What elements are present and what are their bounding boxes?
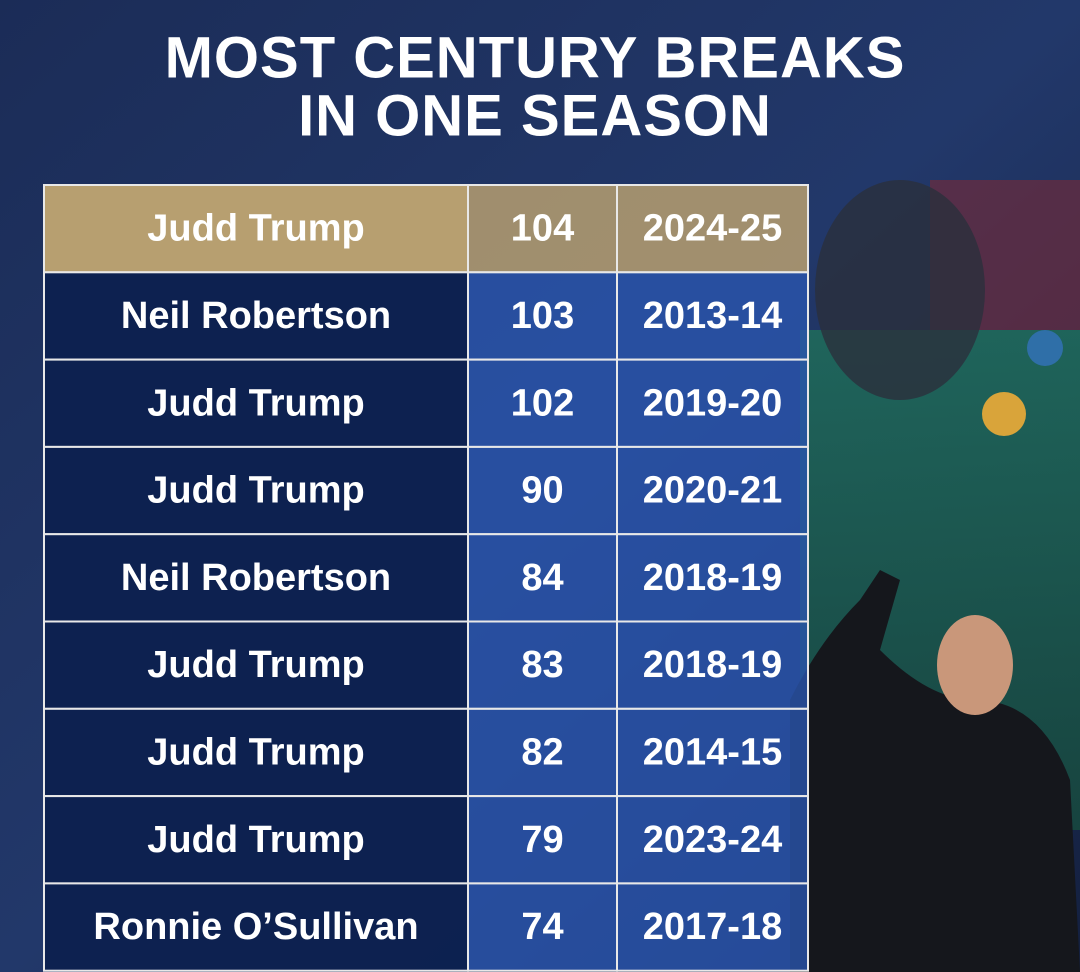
century-count: 82 (521, 731, 563, 773)
ranking-table: Judd Trump 104 2024-25 Neil Robertson 103 201… (43, 184, 809, 972)
century-count: 104 (511, 208, 574, 250)
table-cell (616, 184, 809, 274)
table-cell (616, 358, 809, 448)
table-cell (616, 795, 809, 885)
table-cell (43, 620, 469, 710)
player-name: Judd Trump (147, 644, 364, 686)
table-cell (43, 445, 469, 536)
table-cell (467, 620, 618, 710)
season: 2018-19 (643, 644, 782, 686)
table-cell (43, 795, 469, 885)
season: 2023-24 (643, 819, 782, 861)
player-name: Neil Robertson (121, 295, 391, 337)
player-background (815, 180, 985, 400)
season: 2020-21 (643, 470, 782, 512)
table-cell (616, 882, 809, 972)
century-count: 102 (511, 382, 574, 424)
player-head (937, 615, 1013, 715)
player-name: Judd Trump (147, 208, 364, 250)
century-count: 74 (521, 906, 563, 948)
player-name: Neil Robertson (121, 557, 391, 599)
table-cell (467, 271, 618, 361)
table-cell (43, 533, 469, 623)
title-line: MOST CENTURY BREAKS (165, 25, 906, 90)
table-cell (43, 271, 469, 361)
player-name: Ronnie O’Sullivan (93, 906, 418, 948)
table-cell (467, 795, 618, 885)
table-cell (616, 707, 809, 798)
ball (982, 392, 1026, 436)
table-cell (616, 445, 809, 536)
table-cell (467, 707, 618, 798)
table-cell (467, 882, 618, 972)
table-cell (467, 445, 618, 536)
century-count: 103 (511, 295, 574, 337)
table-cell (43, 882, 469, 972)
century-count: 90 (521, 470, 563, 512)
century-count: 79 (521, 819, 563, 861)
season: 2024-25 (643, 208, 782, 250)
season: 2017-18 (643, 906, 782, 948)
title-line: IN ONE SEASON (298, 83, 772, 148)
table-cell (616, 620, 809, 710)
table-cell (616, 533, 809, 623)
player-name: Judd Trump (147, 731, 364, 773)
player-name: Judd Trump (147, 382, 364, 424)
season: 2013-14 (643, 295, 782, 337)
player-name: Judd Trump (147, 470, 364, 512)
table-cell (616, 271, 809, 361)
table-cell (43, 358, 469, 448)
season: 2018-19 (643, 557, 782, 599)
century-count: 83 (521, 644, 563, 686)
player-name: Judd Trump (147, 819, 364, 861)
century-count: 84 (521, 557, 563, 599)
season: 2014-15 (643, 731, 782, 773)
ball (1027, 330, 1063, 366)
player-figure (790, 570, 1080, 972)
season: 2019-20 (643, 382, 782, 424)
